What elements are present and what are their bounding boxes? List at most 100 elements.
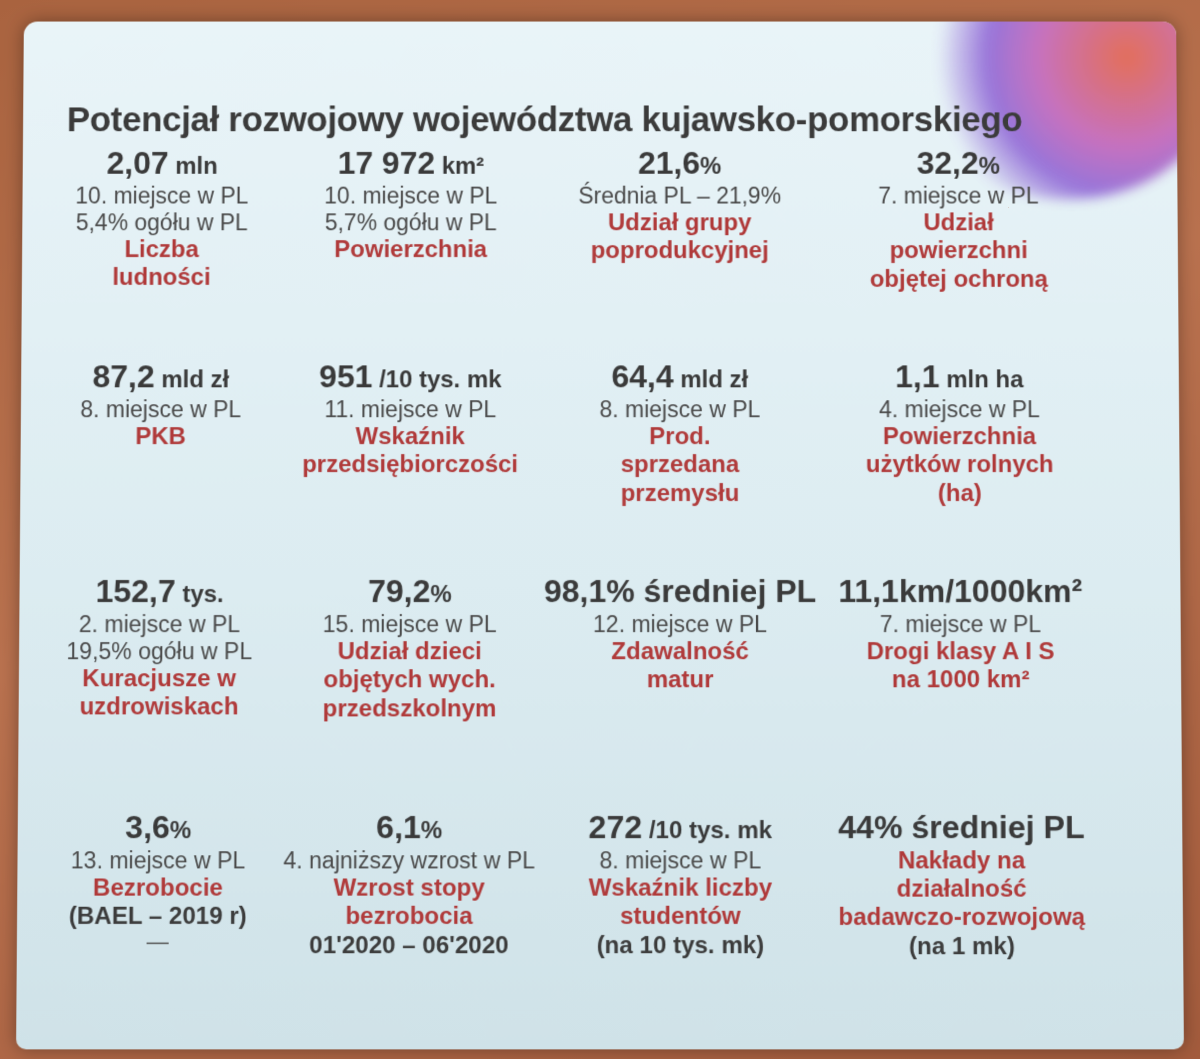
- indicator-label: Wskaźnik: [265, 423, 555, 451]
- indicator-unit: mld zł: [155, 366, 230, 393]
- indicator-unit: mln: [168, 153, 217, 180]
- indicator-label: działalność: [816, 876, 1107, 905]
- indicator-label-extra: badawczo-rozwojową: [816, 904, 1108, 933]
- indicator-label: objętych wych.: [264, 666, 555, 694]
- indicator-rank: 8. miejsce w PL: [535, 847, 826, 874]
- indicator-number: 17 972: [338, 145, 436, 181]
- indicator-label-extra: 01'2020 – 06'2020: [263, 931, 555, 960]
- indicator-label: przemysłu: [535, 480, 825, 508]
- indicator-rank: 8. miejsce w PL: [16, 396, 305, 423]
- indicator-label-extra: bezrobocia: [263, 903, 555, 932]
- indicator-label: przedsiębiorczości: [265, 451, 555, 479]
- indicator-label: Powierzchnia: [266, 236, 555, 264]
- indicator-number: 32,2: [917, 145, 979, 181]
- indicator-number: 87,2: [92, 358, 154, 394]
- indicator-label: Prod.: [535, 423, 825, 451]
- indicator-number: 44% średniej PL: [838, 809, 1085, 845]
- indicator-number: 79,2: [368, 573, 430, 609]
- indicator-rank: 19,5% ogółu w PL: [16, 638, 305, 665]
- indicator-value: 6,1%: [264, 809, 555, 847]
- indicator-unit: mld zł: [674, 366, 749, 393]
- indicator-cell: 6,1% 4. najniższy wzrost w PL Wzrost stopy…: [263, 809, 555, 960]
- indicator-rank: 4. miejsce w PL: [815, 396, 1105, 423]
- indicator-unit: km²: [435, 153, 484, 180]
- indicator-unit: %: [700, 153, 721, 180]
- indicator-unit: tys.: [176, 581, 224, 608]
- indicator-number: 1,1: [895, 358, 940, 394]
- indicator-rank: 11. miejsce w PL: [265, 396, 555, 423]
- indicator-label: uzdrowiskach: [16, 694, 304, 722]
- indicator-value: 44% średniej PL: [816, 809, 1107, 847]
- indicator-number: 21,6: [638, 145, 700, 181]
- indicator-label: Udział dzieci: [264, 638, 555, 666]
- indicator-label: PKB: [16, 423, 305, 451]
- indicator-cell: 3,6% 13. miejsce w PL Bezrobocie (BAEL – 20…: [16, 809, 304, 952]
- indicator-unit: %: [979, 153, 1000, 180]
- indicator-label-extra: (na 1 mk): [816, 933, 1108, 962]
- indicator-cell: 2,07 mln 10. miejsce w PL 5,4% ogółu w PL L…: [17, 145, 307, 292]
- indicator-cell: 1,1 mln ha 4. miejsce w PL Powierzchnia uży…: [815, 358, 1105, 507]
- indicator-number: 98,1% średniej PL: [544, 573, 816, 609]
- indicator-label: Kuracjusze w: [16, 665, 304, 693]
- indicator-label: Udział: [814, 209, 1103, 237]
- indicator-value: 951 /10 tys. mk: [266, 358, 556, 396]
- indicator-cell: 951 /10 tys. mk 11. miejsce w PL Wskaźnik p…: [265, 358, 555, 479]
- indicator-number: 3,6: [125, 809, 170, 845]
- indicator-value: 152,7 tys.: [16, 573, 305, 611]
- indicator-value: 1,1 mln ha: [815, 358, 1105, 396]
- indicator-number: 2,07: [106, 145, 168, 181]
- indicator-number: 64,4: [611, 358, 673, 394]
- indicator-rank: 15. miejsce w PL: [265, 611, 555, 638]
- indicator-label: sprzedana: [535, 451, 825, 479]
- indicator-rank: 7. miejsce w PL: [814, 182, 1103, 209]
- indicator-value: 79,2%: [265, 573, 555, 611]
- indicator-number: 6,1: [376, 809, 421, 845]
- indicator-label: poprodukcyjnej: [535, 237, 824, 265]
- indicator-cell: 64,4 mld zł 8. miejsce w PL Prod. sprzedana…: [535, 358, 825, 507]
- indicator-label: (ha): [815, 480, 1105, 508]
- indicator-value: 272 /10 tys. mk: [535, 809, 826, 847]
- indicator-label: Nakłady na: [816, 847, 1107, 876]
- slide-title: Potencjał rozwojowy województwa kujawsko…: [67, 101, 1023, 141]
- indicator-cell: 21,6% Średnia PL – 21,9% Udział grupy popro…: [535, 145, 824, 265]
- indicator-label: Bezrobocie: [16, 874, 304, 903]
- indicator-number: 152,7: [95, 573, 175, 609]
- indicator-value: 64,4 mld zł: [535, 358, 824, 396]
- indicator-label: Udział grupy: [535, 209, 824, 237]
- indicator-rank: 10. miejsce w PL: [17, 182, 306, 209]
- indicator-label-extra: (na 10 tys. mk): [535, 931, 827, 960]
- indicator-value: 3,6%: [16, 809, 304, 847]
- indicator-number: 11,1km/1000km²: [838, 573, 1082, 609]
- indicator-cell: 17 972 km² 10. miejsce w PL 5,7% ogółu w P…: [266, 145, 555, 264]
- indicator-cell: 32,2% 7. miejsce w PL Udział powierzchni obj…: [814, 145, 1104, 294]
- indicator-rank: Średnia PL – 21,9%: [535, 182, 824, 209]
- indicator-label: przedszkolnym: [264, 695, 555, 723]
- indicator-rank: 2. miejsce w PL: [16, 611, 305, 638]
- indicator-rank: 8. miejsce w PL: [535, 396, 825, 423]
- indicator-cell: 11,1km/1000km² 7. miejsce w PL Drogi klasy…: [815, 573, 1106, 695]
- indicator-rank: 7. miejsce w PL: [815, 611, 1105, 638]
- indicator-rank: 12. miejsce w PL: [535, 611, 825, 638]
- indicator-value: 87,2 mld zł: [16, 358, 306, 396]
- indicator-value: 98,1% średniej PL: [535, 573, 825, 611]
- indicator-label: Zdawalność: [535, 638, 826, 666]
- dash-mark: —: [16, 931, 303, 951]
- indicator-cell: 272 /10 tys. mk 8. miejsce w PL Wskaźnik l…: [535, 809, 827, 960]
- indicator-unit: /10 tys. mk: [372, 366, 501, 393]
- indicator-value: 2,07 mln: [18, 145, 307, 182]
- indicator-number: 951: [319, 358, 372, 394]
- indicator-cell: 87,2 mld zł 8. miejsce w PL PKB: [16, 358, 306, 451]
- indicator-label: objętej ochroną: [814, 265, 1103, 293]
- indicator-label: ludności: [17, 264, 306, 292]
- indicator-value: 17 972 km²: [267, 145, 556, 182]
- indicator-value: 32,2%: [814, 145, 1103, 182]
- indicator-label: Liczba: [17, 236, 306, 264]
- indicator-unit: /10 tys. mk: [642, 817, 772, 844]
- indicator-rank: 13. miejsce w PL: [16, 847, 304, 874]
- indicator-label: powierzchni: [814, 237, 1103, 265]
- indicator-cell: 44% średniej PL Nakłady na działalność bada…: [816, 809, 1108, 961]
- indicator-rank: 5,4% ogółu w PL: [17, 209, 306, 236]
- indicator-label-extra: (BAEL – 2019 r): [16, 903, 303, 932]
- indicator-number: 272: [589, 809, 643, 845]
- indicator-rank: 4. najniższy wzrost w PL: [263, 847, 554, 874]
